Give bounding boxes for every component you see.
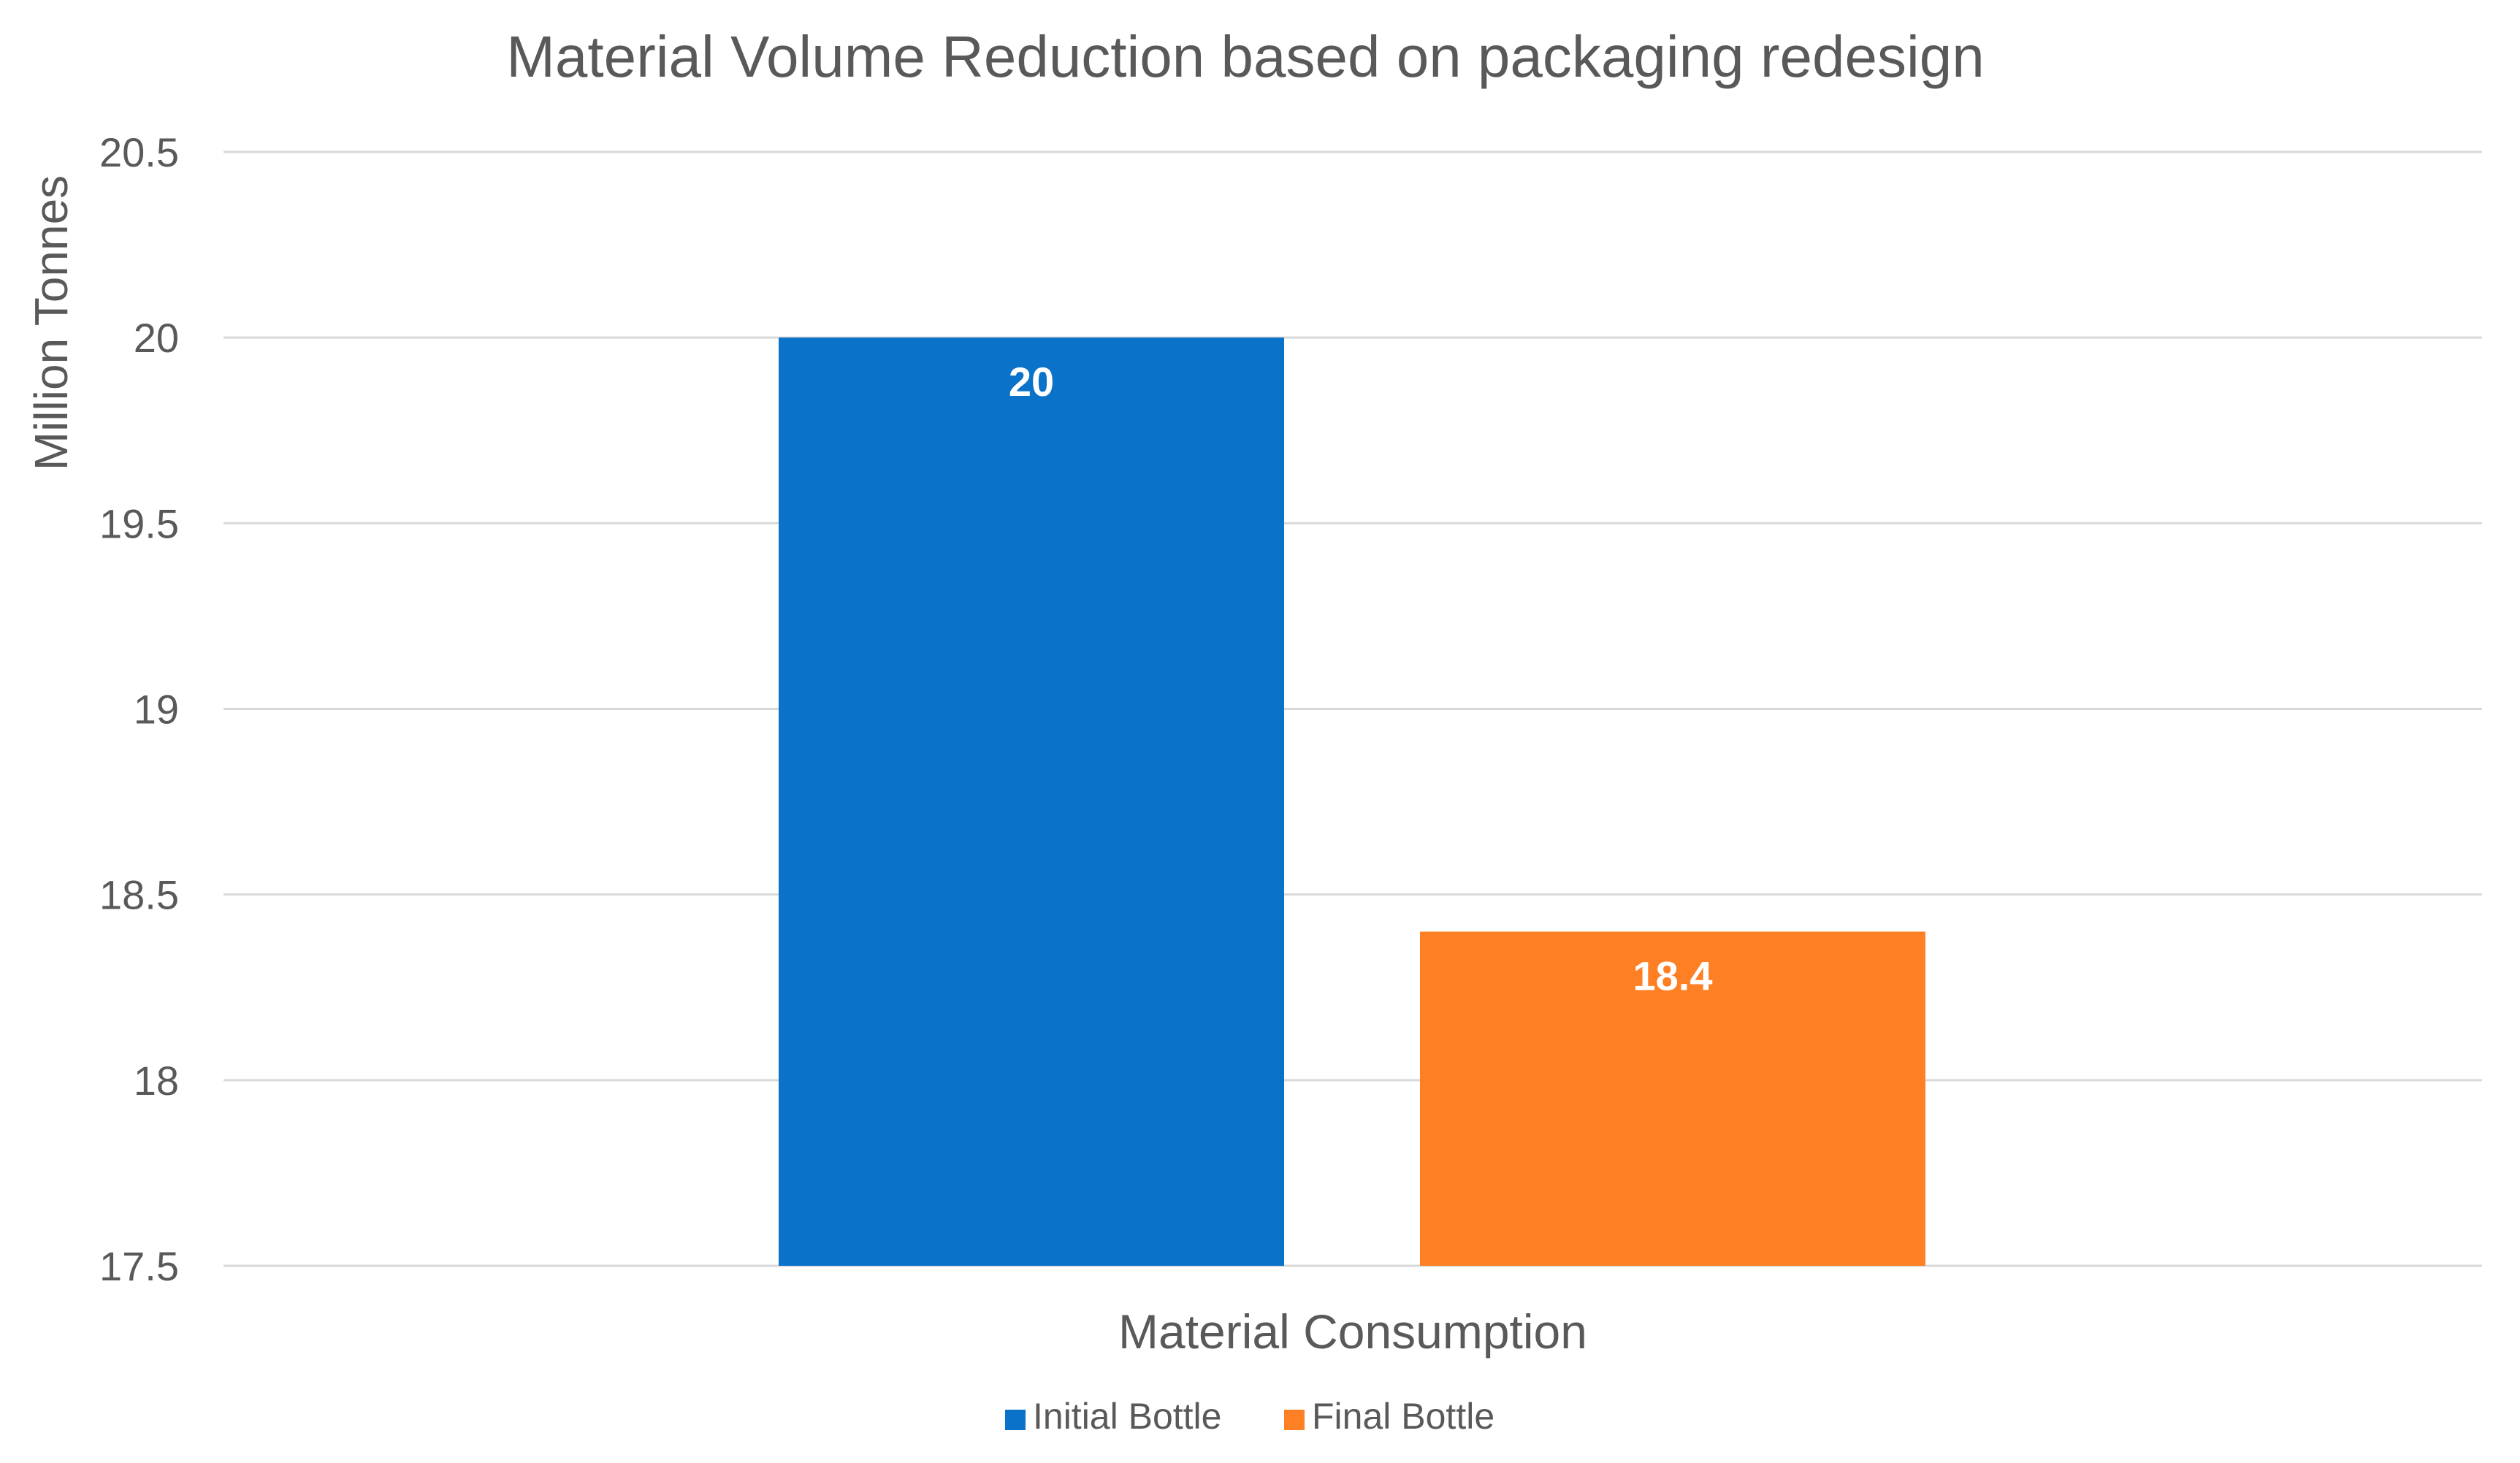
y-tick-label: 19: [134, 687, 179, 733]
data-labels: 20 18.4: [1009, 359, 1713, 998]
legend-label-initial-bottle: Initial Bottle: [1033, 1396, 1221, 1437]
legend-label-final-bottle: Final Bottle: [1312, 1396, 1494, 1437]
gridlines: [224, 150, 2482, 1267]
y-tick-label: 20: [134, 315, 179, 361]
legend-swatch-final-bottle: [1284, 1410, 1305, 1430]
y-axis-label: Million Tonnes: [25, 175, 77, 470]
y-tick-label: 20.5: [99, 129, 179, 175]
legend: Initial Bottle Final Bottle: [1005, 1396, 1494, 1437]
bars: [779, 337, 1925, 1267]
bar-initial-bottle: [779, 337, 1284, 1267]
y-tick-label: 18.5: [99, 872, 179, 918]
y-tick-label: 17.5: [99, 1243, 179, 1289]
bar-final-bottle: [1420, 931, 1925, 1266]
y-tick-label: 18: [134, 1058, 179, 1104]
data-label-final-bottle: 18.4: [1633, 953, 1713, 999]
y-axis-ticks: 17.5 18 18.5 19 19.5 20 20.5: [99, 129, 179, 1289]
x-axis-label: Material Consumption: [1118, 1305, 1587, 1359]
data-label-initial-bottle: 20: [1009, 359, 1054, 405]
y-tick-label: 19.5: [99, 500, 179, 546]
legend-swatch-initial-bottle: [1005, 1410, 1026, 1430]
chart-title: Material Volume Reduction based on packa…: [506, 24, 1985, 89]
